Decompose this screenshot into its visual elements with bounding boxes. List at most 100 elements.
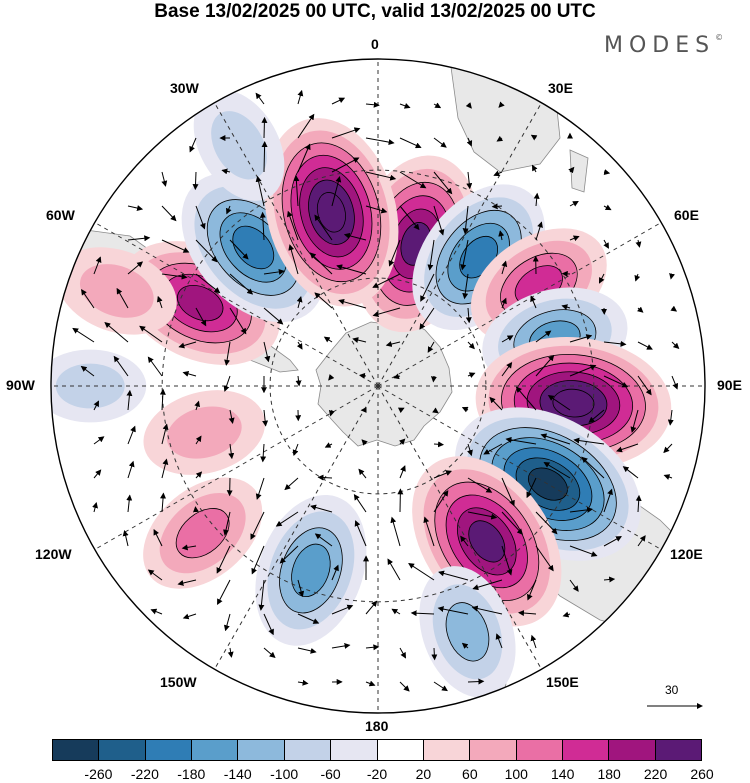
lon-label-120e: 120E	[670, 546, 703, 562]
wind-vector	[314, 533, 333, 547]
wind-vector	[195, 435, 202, 445]
wind-vector	[358, 468, 367, 479]
colorbar	[52, 739, 702, 761]
wind-vector	[182, 613, 197, 620]
wind-vector	[127, 261, 144, 275]
wind-vector	[331, 176, 342, 207]
lon-label-120w: 120W	[35, 546, 72, 562]
wind-vector	[259, 211, 266, 241]
wind-vector	[161, 423, 169, 445]
wind-vector	[530, 134, 538, 141]
wind-vector	[501, 297, 507, 309]
wind-vector	[432, 407, 439, 414]
wind-vector	[388, 239, 401, 267]
wind-vector	[540, 433, 571, 445]
wind-vector	[263, 647, 276, 658]
wind-vector	[361, 439, 368, 446]
anomaly-contour	[211, 111, 267, 180]
wind-vector	[387, 558, 401, 581]
wind-vector	[229, 273, 254, 295]
wind-vector	[116, 287, 129, 309]
wind-vector	[284, 477, 299, 491]
wind-vector	[279, 545, 299, 564]
wind-vector	[433, 137, 447, 148]
wind-vector	[663, 474, 673, 480]
lon-label-150w: 150W	[160, 674, 197, 690]
wind-vector	[323, 336, 333, 343]
wind-vector	[229, 239, 249, 260]
wind-vector	[399, 681, 410, 692]
graticule	[51, 59, 705, 713]
wind-vector	[588, 409, 605, 423]
wind-vector	[431, 647, 438, 661]
wind-vector	[569, 334, 593, 343]
colorbar-box	[53, 740, 99, 760]
wind-vector	[153, 529, 163, 547]
colorbar-box	[469, 740, 516, 760]
wind-vector	[275, 511, 299, 527]
wind-vector	[391, 608, 401, 615]
wind-vector	[569, 200, 579, 207]
wind-vector	[390, 516, 401, 547]
wind-vector	[126, 389, 133, 411]
wind-vector	[462, 273, 469, 300]
madagascar-landmass	[569, 149, 589, 193]
wind-vector	[192, 171, 199, 191]
wind-vector	[251, 545, 265, 575]
wind-vector	[535, 545, 554, 572]
wind-vector	[216, 545, 231, 574]
wind-vector	[663, 443, 673, 454]
wind-vector	[427, 341, 435, 353]
colorbar-box	[561, 740, 609, 760]
wind-vector	[261, 141, 268, 173]
wind-vector	[498, 230, 505, 241]
wind-vector	[501, 511, 523, 535]
wind-vector	[177, 579, 197, 586]
wind-vector	[127, 205, 144, 212]
wind-vector	[338, 298, 367, 309]
wind-vector	[372, 307, 401, 318]
colorbar-box	[191, 740, 238, 760]
wind-vector	[228, 409, 235, 424]
wind-vector	[263, 613, 274, 636]
wind-vector	[467, 511, 498, 520]
wind-vector	[310, 504, 333, 513]
wind-vector	[147, 356, 163, 377]
wind-vector	[467, 477, 493, 493]
wind-vector	[181, 544, 197, 551]
negative-anomaly	[455, 407, 641, 561]
wind-vector	[286, 210, 299, 241]
wind-vector	[182, 370, 197, 377]
wind-vector	[331, 643, 351, 649]
wind-vector	[491, 203, 503, 210]
colorbar-tick-label: 100	[504, 766, 528, 782]
wind-vector	[127, 235, 151, 242]
wind-vector	[161, 239, 190, 253]
colorbar-box	[515, 740, 562, 760]
wind-vector	[331, 604, 354, 615]
wind-vector	[408, 562, 435, 581]
colorbar-tick-label: -220	[130, 766, 159, 782]
wind-vector	[667, 409, 674, 426]
wind-vector	[433, 441, 445, 448]
wind-vector	[603, 536, 622, 547]
wind-vector	[365, 101, 380, 108]
positive-anomaly	[143, 477, 263, 589]
wind-vector	[159, 388, 166, 411]
wind-vector	[295, 375, 302, 387]
wind-vector	[228, 443, 235, 460]
wind-vector	[466, 171, 473, 190]
wind-vector	[433, 470, 452, 479]
colorbar-tick-label: -20	[366, 766, 388, 782]
wind-vector	[493, 170, 503, 177]
wind-vector	[178, 341, 197, 349]
wind-vector	[671, 375, 679, 390]
wind-vector	[547, 394, 571, 411]
wind-vector	[635, 239, 642, 248]
colorbar-tick-label: -140	[223, 766, 252, 782]
wind-vector	[93, 469, 102, 479]
wind-vector	[72, 327, 95, 343]
anomaly-contour	[177, 284, 224, 322]
wind-vector	[331, 97, 346, 105]
wind-vector	[127, 460, 135, 479]
